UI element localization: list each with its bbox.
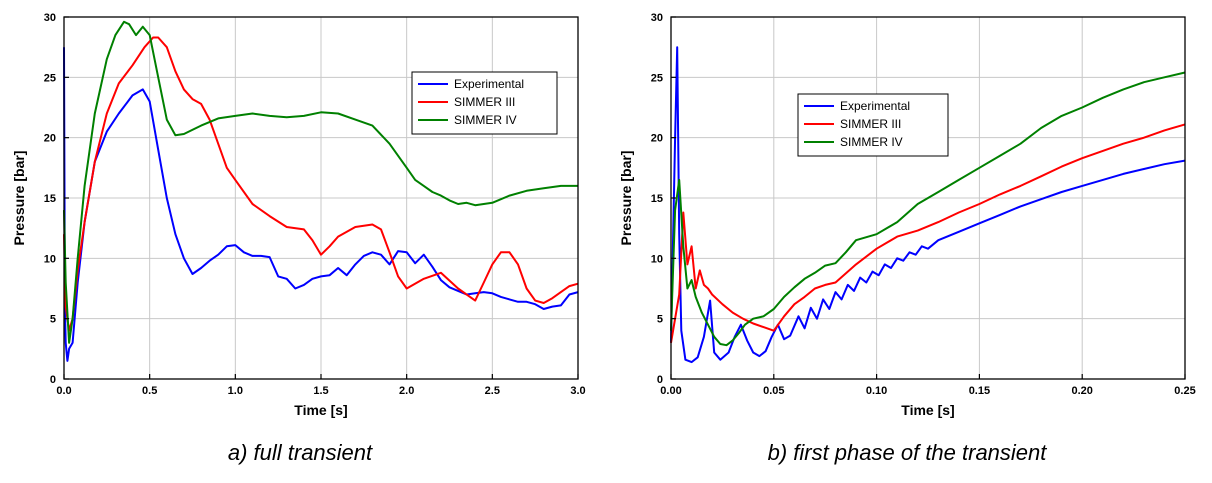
- legend-label: SIMMER IV: [454, 113, 517, 127]
- y-tick-label: 0: [50, 374, 56, 386]
- legend-label: Experimental: [454, 77, 524, 91]
- legend-label: SIMMER III: [840, 117, 901, 131]
- series-line-experimental: [670, 46, 1186, 364]
- series-line-simmer-iii: [63, 36, 579, 332]
- figure-caption: a) full transient: [228, 440, 373, 465]
- x-axis-label: Time [s]: [294, 402, 347, 418]
- legend-label: Experimental: [840, 99, 910, 113]
- y-tick-label: 15: [651, 193, 663, 205]
- x-tick-label: 1.0: [228, 385, 243, 397]
- y-tick-label: 0: [657, 374, 663, 386]
- x-tick-label: 0.00: [660, 385, 681, 397]
- y-tick-label: 5: [50, 314, 56, 326]
- y-tick-label: 30: [651, 12, 663, 24]
- figure-caption: b) first phase of the transient: [768, 440, 1048, 465]
- series-line-simmer-iv: [670, 71, 1186, 347]
- x-tick-label: 2.5: [485, 385, 500, 397]
- x-tick-label: 0.05: [763, 385, 784, 397]
- y-tick-label: 10: [44, 253, 56, 265]
- y-tick-label: 25: [44, 72, 56, 84]
- legend-label: SIMMER IV: [840, 135, 903, 149]
- legend-label: SIMMER III: [454, 95, 515, 109]
- x-tick-label: 2.0: [399, 385, 414, 397]
- chart-full-transient: 0.0 0.5 1.0 1.5 2.0 2.5 3.0 0 5 10 15 20 25 30 Time [s…: [11, 12, 586, 465]
- y-tick-label: 15: [44, 193, 56, 205]
- x-tick-label: 0.0: [56, 385, 71, 397]
- x-tick-label: 0.15: [969, 385, 990, 397]
- y-tick-label: 5: [657, 314, 663, 326]
- y-tick-label: 20: [44, 133, 56, 145]
- series-line-simmer-iv: [63, 20, 578, 344]
- grid: [63, 16, 579, 380]
- y-axis-label: Pressure [bar]: [11, 151, 27, 246]
- x-tick-label: 0.5: [142, 385, 157, 397]
- y-axis-label: Pressure [bar]: [618, 151, 634, 246]
- series-line-experimental: [63, 47, 579, 362]
- x-tick-label: 0.10: [866, 385, 887, 397]
- x-tick-label: 1.5: [313, 385, 328, 397]
- x-tick-label: 3.0: [570, 385, 585, 397]
- x-axis-label: Time [s]: [901, 402, 954, 418]
- legend: Experimental SIMMER III SIMMER IV: [797, 93, 949, 157]
- y-tick-label: 20: [651, 133, 663, 145]
- chart-first-phase: 0.00 0.05 0.10 0.15 0.20 0.25 0 5 10 15 20 25 30 Time…: [618, 12, 1196, 465]
- y-tick-label: 25: [651, 72, 663, 84]
- legend: Experimental SIMMER III SIMMER IV: [411, 71, 558, 135]
- series-line-simmer-iii: [670, 123, 1186, 343]
- x-tick-label: 0.20: [1071, 385, 1092, 397]
- y-tick-label: 10: [651, 253, 663, 265]
- x-tick-label: 0.25: [1174, 385, 1195, 397]
- y-tick-label: 30: [44, 12, 56, 24]
